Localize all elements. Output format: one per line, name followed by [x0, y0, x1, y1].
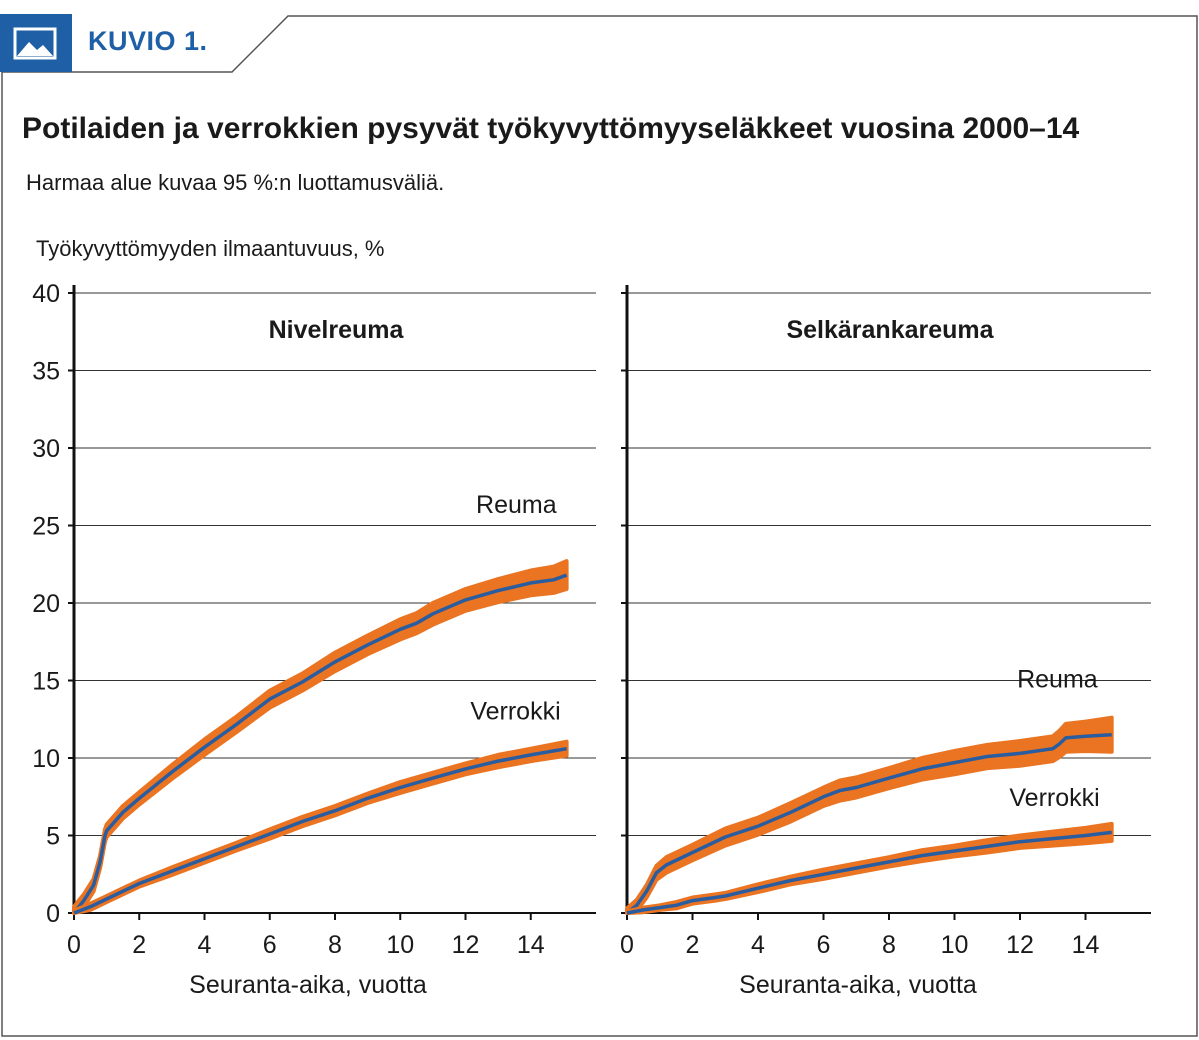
y-tick-label: 15 [32, 668, 60, 696]
x-tick-label: 12 [1006, 931, 1034, 959]
x-axis-label: Seuranta-aika, vuotta [189, 971, 427, 999]
panel-1: 0 5 10 15 20 25 30 35 40 0 2 4 6 8 10 12 14 Nivelreuma Seu… [32, 280, 596, 999]
x-tick-label: 10 [941, 931, 969, 959]
y-tick-label: 25 [32, 513, 60, 541]
y-tick-label: 10 [32, 745, 60, 773]
x-tick-label: 6 [817, 931, 831, 959]
series-label: Verrokki [1009, 784, 1099, 812]
panel-2: 0 2 4 6 8 10 12 14 Selkärankareuma Seuranta-aika,… [620, 285, 1151, 999]
y-axis-label: Työkyvyttömyyden ilmaantuvuus, % [36, 236, 385, 261]
series-line [626, 830, 1112, 915]
x-tick-label: 10 [386, 931, 414, 959]
figure-subtitle: Harmaa alue kuvaa 95 %:n luottamusväliä. [26, 170, 445, 195]
ci-band [625, 715, 1114, 915]
x-tick-label: 12 [452, 931, 480, 959]
y-tick-label: 35 [32, 358, 60, 386]
figure-title: Potilaiden ja verrokkien pysyvät työkyvy… [22, 112, 1080, 145]
figure-number-label: KUVIO 1. [88, 26, 208, 56]
ci-band [72, 739, 569, 915]
x-tick-label: 4 [198, 931, 212, 959]
x-tick-label: 2 [132, 931, 146, 959]
ci-band [72, 559, 569, 915]
x-tick-label: 0 [67, 931, 81, 959]
y-tick-label: 40 [32, 280, 60, 308]
image-icon [13, 27, 57, 60]
x-tick-label: 8 [882, 931, 896, 959]
y-tick-label: 0 [46, 900, 60, 928]
panel-title: Selkärankareuma [786, 316, 994, 344]
panel-title: Nivelreuma [269, 316, 405, 344]
series-line [73, 746, 567, 915]
x-tick-label: 14 [1072, 931, 1100, 959]
header-icon-box [0, 14, 72, 72]
series-line [625, 733, 1112, 915]
x-tick-label: 6 [263, 931, 277, 959]
x-tick-label: 14 [517, 931, 545, 959]
series-label: Verrokki [470, 698, 560, 726]
y-tick-label: 20 [32, 590, 60, 618]
series-label: Reuma [476, 491, 557, 519]
x-tick-label: 0 [620, 931, 634, 959]
y-tick-label: 5 [46, 823, 60, 851]
x-tick-label: 8 [328, 931, 342, 959]
x-tick-label: 2 [686, 931, 700, 959]
series-label: Reuma [1017, 666, 1098, 694]
x-tick-label: 4 [751, 931, 765, 959]
series-line [72, 573, 568, 915]
x-axis-label: Seuranta-aika, vuotta [739, 971, 977, 999]
y-tick-label: 30 [32, 435, 60, 463]
